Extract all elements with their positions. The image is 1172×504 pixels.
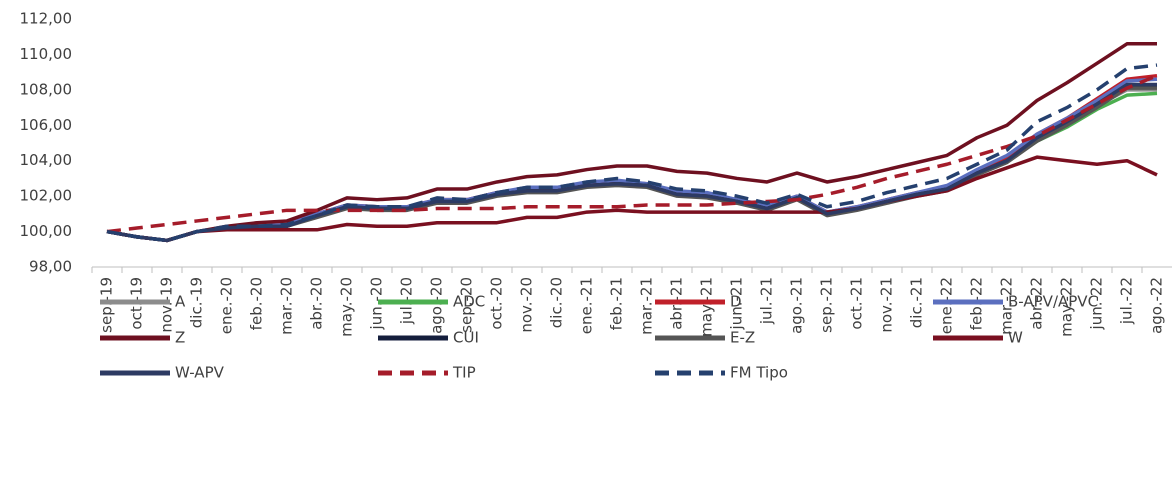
y-tick-label: 100,00 [20, 222, 73, 240]
y-tick-label: 98,00 [29, 258, 72, 276]
x-tick-label: jun.-22 [1088, 277, 1106, 330]
series-line [106, 74, 1158, 234]
x-tick-label: feb.-21 [608, 277, 626, 330]
y-tick-label: 108,00 [20, 80, 73, 98]
series-line [106, 82, 1157, 243]
x-tick-label: abr.-20 [308, 277, 326, 330]
x-tick-label: jul.-22 [1118, 277, 1136, 325]
y-tick-label: 112,00 [20, 10, 73, 28]
legend-label: Z [175, 329, 185, 347]
series-line [106, 63, 1158, 243]
x-tick-label: ene.-20 [218, 277, 236, 334]
x-tick-label: jul.-21 [758, 277, 776, 325]
x-tick-label: feb.-20 [248, 277, 266, 330]
x-tick-label: jun.-20 [368, 277, 386, 330]
x-tick-label: mar.-21 [638, 277, 656, 335]
legend-label: A [175, 293, 186, 311]
legend-label: E-Z [730, 329, 755, 347]
y-tick-label: 102,00 [20, 187, 73, 205]
x-tick-label: ene.-21 [578, 277, 596, 334]
x-tick-label: may.-20 [338, 277, 356, 337]
y-tick-label: 106,00 [20, 116, 73, 134]
x-tick-label: sep.-20 [458, 277, 476, 333]
x-tick-label: ene.-22 [938, 277, 956, 334]
legend-label: B-APV/APVC [1008, 293, 1098, 311]
x-tick-label: nov.-20 [518, 277, 536, 333]
y-tick-label: 110,00 [20, 45, 73, 63]
x-tick-label: ago.-22 [1148, 277, 1166, 334]
x-tick-label: nov.-21 [878, 277, 896, 333]
x-tick-label: ago.-20 [428, 277, 446, 334]
legend-label: CUI [453, 329, 479, 347]
x-tick-label: mar.-20 [278, 277, 296, 335]
legend-label: FM Tipo [730, 364, 788, 382]
legend-label: D [730, 293, 742, 311]
x-tick-label: sep.-19 [98, 277, 116, 333]
x-tick-label: jun.-21 [728, 277, 746, 330]
x-tick-label: mar.-22 [998, 277, 1016, 335]
x-tick-label: oct.-21 [848, 277, 866, 330]
legend-label: W-APV [175, 364, 225, 382]
x-tick-label: dic.-20 [548, 277, 566, 328]
x-tick-label: ago.-21 [788, 277, 806, 334]
y-tick-label: 104,00 [20, 151, 73, 169]
legend-label: TIP [452, 364, 476, 382]
x-tick-label: sep.-21 [818, 277, 836, 333]
series-line [106, 77, 1158, 243]
x-tick-label: dic.-21 [908, 277, 926, 328]
series-line [106, 155, 1158, 243]
x-tick-label: may.-21 [698, 277, 716, 337]
legend-label: ADC [453, 293, 485, 311]
x-tick-label: abr.-22 [1028, 277, 1046, 330]
x-tick-label: oct.-20 [488, 277, 506, 330]
x-tick-label: nov.-19 [158, 277, 176, 333]
legend-label: W [1008, 329, 1023, 347]
x-tick-label: dic.-19 [188, 277, 206, 328]
series-line [106, 42, 1157, 243]
x-tick-label: may.-22 [1058, 277, 1076, 337]
